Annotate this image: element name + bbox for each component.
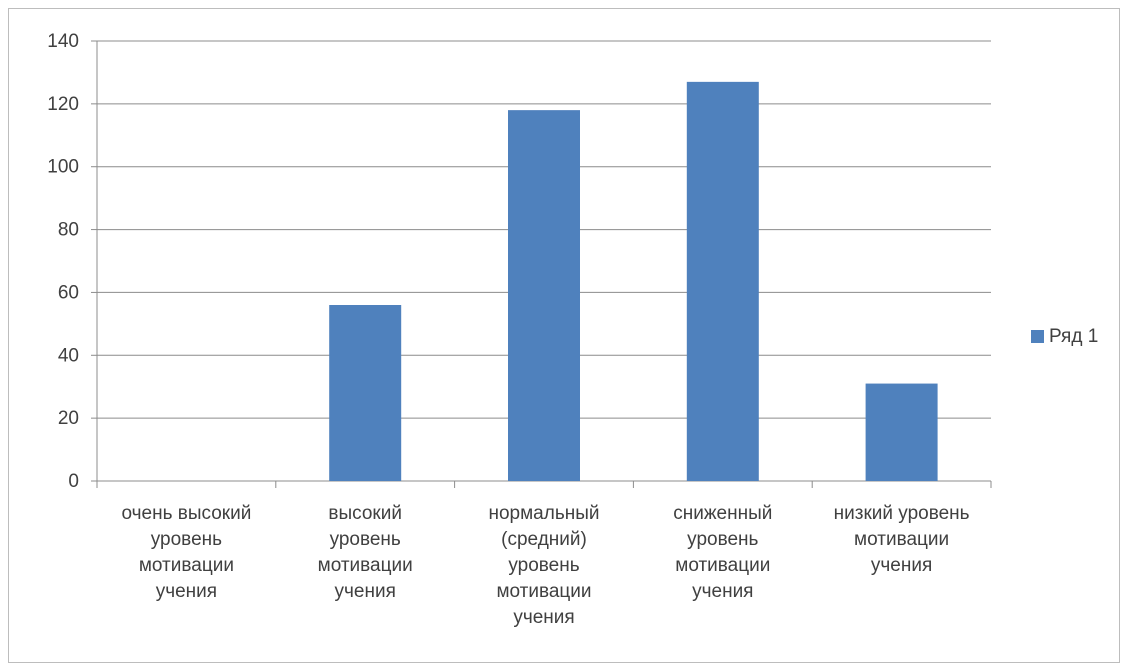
category-label-line: очень высокий	[121, 503, 251, 524]
y-tick-label: 40	[58, 345, 79, 366]
bar-4	[686, 81, 759, 481]
category-label-line: высокий	[328, 503, 402, 524]
category-label-line: учения	[692, 581, 753, 602]
y-tick-label: 20	[58, 408, 79, 429]
category-label-line: сниженный	[673, 503, 772, 524]
category-label-line: учения	[871, 555, 932, 576]
bar-5	[865, 383, 938, 481]
category-label: низкий уровень мотивации учения	[834, 503, 970, 576]
category-label-line: мотивации	[139, 555, 234, 576]
legend-swatch	[1031, 330, 1044, 343]
y-tick-label: 0	[68, 471, 79, 492]
category-label-line: учения	[513, 607, 574, 628]
category-label: нормальный (средний) уровень мотивации учени…	[488, 503, 599, 628]
y-tick-label: 140	[47, 31, 79, 52]
y-tick-label: 60	[58, 282, 79, 303]
category-label-line: нормальный	[488, 503, 599, 524]
category-label-line: уровень	[508, 555, 579, 576]
category-label-line: мотивации	[675, 555, 770, 576]
category-label-line: учения	[335, 581, 396, 602]
category-label-line: мотивации	[318, 555, 413, 576]
category-label: очень высокий уровень мотивации учения	[121, 503, 251, 602]
category-label: высокий уровень мотивации учения	[318, 503, 413, 602]
chart-frame: 0 20 40 60 80 100 120 140 очень высокий уровень мо…	[8, 8, 1120, 663]
category-label-line: уровень	[151, 529, 222, 550]
category-label-line: уровень	[687, 529, 758, 550]
category-label-line: мотивации	[854, 529, 949, 550]
category-label-line: низкий уровень	[834, 503, 970, 524]
bar-chart: 0 20 40 60 80 100 120 140 очень высокий уровень мо…	[47, 31, 1098, 628]
y-tick-label: 120	[47, 94, 79, 115]
bar-2	[329, 305, 402, 481]
category-label-line: учения	[156, 581, 217, 602]
category-label-line: мотивации	[496, 581, 591, 602]
category-label: сниженный уровень мотивации учения	[673, 503, 772, 602]
bar-3	[508, 110, 580, 482]
y-tick-label: 80	[58, 220, 79, 241]
category-label-line: уровень	[330, 529, 401, 550]
legend-label: Ряд 1	[1049, 326, 1098, 347]
category-label-line: (средний)	[501, 529, 587, 550]
y-tick-label: 100	[47, 157, 79, 178]
